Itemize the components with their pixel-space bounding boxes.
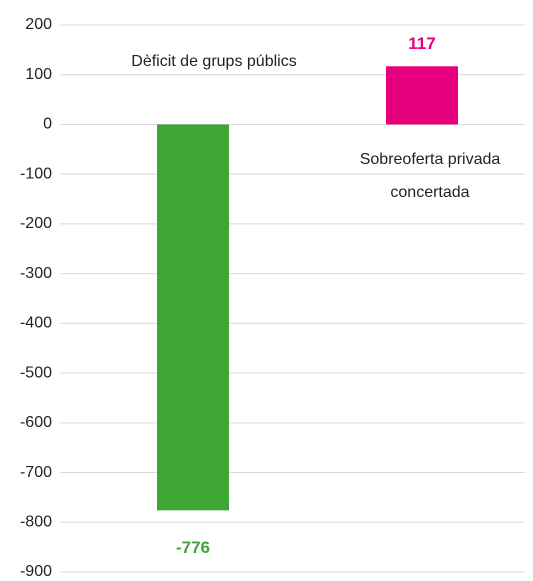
y-tick-label: -400 [20, 315, 52, 332]
bar [386, 66, 458, 125]
y-tick-label: -500 [20, 364, 52, 381]
y-tick-label: -800 [20, 513, 52, 530]
y-tick-label: -900 [20, 563, 52, 580]
y-tick-label: -300 [20, 265, 52, 282]
y-tick-label: 100 [25, 66, 52, 83]
y-tick-label: -600 [20, 414, 52, 431]
category-label: Sobreoferta privada concertada [359, 151, 501, 201]
y-tick-label: 200 [25, 16, 52, 33]
category-label: Dèficit de grups públics [131, 53, 297, 70]
y-tick-label: -100 [20, 165, 52, 182]
y-tick-label: 0 [43, 116, 52, 133]
bar [157, 124, 229, 511]
y-tick-label: -200 [20, 215, 52, 232]
data-label: -776 [176, 538, 210, 557]
y-tick-label: -700 [20, 464, 52, 481]
data-label: 117 [408, 34, 435, 53]
